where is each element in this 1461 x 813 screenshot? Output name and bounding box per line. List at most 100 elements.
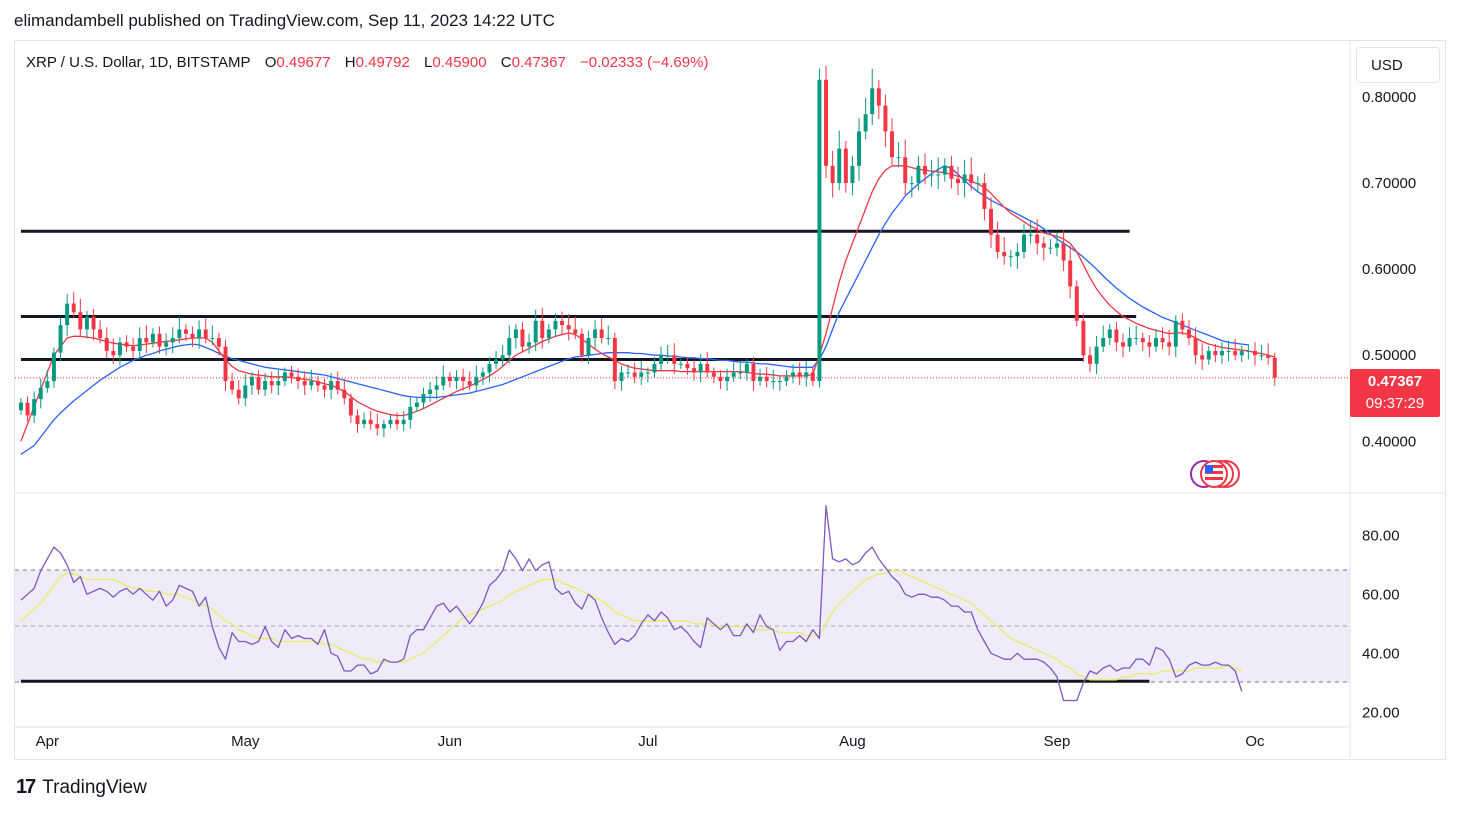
candle-body (692, 368, 697, 373)
candle (1061, 230, 1066, 272)
candle (1022, 223, 1026, 259)
high-label: H (344, 54, 356, 71)
candle-body (883, 105, 888, 132)
candle-body (962, 174, 967, 184)
candle (975, 175, 980, 193)
brand[interactable]: 17 TradingView (16, 776, 147, 799)
candle (929, 159, 934, 187)
candle-body (441, 376, 446, 386)
candle (348, 393, 353, 423)
candle (824, 65, 829, 179)
ema-slow-path (20, 165, 1249, 455)
candle (1206, 345, 1211, 365)
candle (863, 98, 868, 140)
candle (322, 378, 327, 398)
candle (533, 309, 538, 352)
rsi-ma-path (20, 570, 1243, 681)
candle-body (1121, 342, 1125, 347)
candle-body (1107, 329, 1112, 339)
candle-body (1206, 350, 1211, 360)
candle-body (824, 79, 829, 166)
candle-body (428, 389, 433, 394)
candle-body (315, 381, 320, 386)
candle-body (949, 165, 954, 179)
candle (401, 411, 406, 432)
candle (738, 360, 743, 380)
candle-body (665, 355, 670, 357)
candle (487, 357, 492, 383)
price-tick-label: 0.60000 (1362, 261, 1416, 278)
candle-body (454, 376, 459, 382)
candle-body (1213, 350, 1218, 356)
candle (1140, 332, 1145, 352)
candle-body (348, 398, 353, 416)
candle (599, 318, 604, 344)
candle-body (302, 381, 307, 386)
candle (784, 370, 789, 386)
candle (711, 367, 716, 384)
candle-body (447, 376, 452, 382)
candle (164, 333, 169, 356)
rsi-path (20, 505, 1243, 702)
candle (923, 153, 927, 185)
candle-body (58, 325, 63, 353)
candle (982, 173, 987, 221)
candle (170, 327, 175, 353)
candle (540, 307, 545, 349)
candle-body (355, 415, 360, 425)
candle (84, 310, 89, 339)
candle-body (474, 376, 479, 386)
candle-body (1127, 338, 1132, 347)
candle (210, 325, 215, 346)
candle-body (738, 372, 743, 374)
candle (309, 369, 314, 391)
candle-body (777, 381, 782, 383)
candle-body (1114, 329, 1119, 343)
candle (632, 362, 637, 384)
candle-body (401, 419, 406, 425)
candle-body (1187, 329, 1191, 339)
candle-body (1226, 350, 1231, 352)
candle-body (1022, 234, 1026, 252)
low-label: L (424, 54, 433, 71)
candle (1200, 343, 1205, 370)
candle (25, 396, 30, 422)
candle (434, 375, 439, 400)
candle-body (1173, 320, 1178, 347)
candle (395, 412, 400, 430)
time-tick-label: May (231, 733, 260, 750)
candle-body (507, 338, 512, 356)
candle-body (771, 381, 776, 383)
candle (1173, 315, 1178, 358)
candle (1048, 239, 1053, 255)
candle-body (1193, 338, 1198, 356)
candle-body (619, 372, 624, 382)
candle (876, 79, 881, 120)
candle (1252, 342, 1257, 366)
candle-body (744, 363, 749, 373)
candle (461, 368, 466, 391)
currency-button[interactable]: USD (1356, 47, 1440, 83)
candle-body (216, 338, 221, 347)
candle-body (579, 333, 584, 356)
candle-body (850, 165, 855, 184)
candle (1055, 232, 1059, 257)
candle (45, 369, 50, 393)
candle-body (909, 183, 914, 185)
candle (553, 313, 558, 337)
candle (474, 365, 479, 392)
ohlc-legend: XRP / U.S. Dollar, 1D, BITSTAMP O0.49677… (26, 54, 708, 71)
candle-body (78, 312, 83, 330)
candle-body (784, 376, 789, 382)
candle-body (698, 363, 703, 373)
candle-body (573, 329, 578, 334)
symbol-title[interactable]: XRP / U.S. Dollar, 1D, BITSTAMP (26, 54, 251, 71)
candle-body (276, 381, 281, 386)
candle-body (269, 381, 274, 386)
candle-body (1055, 243, 1059, 248)
candle-body (942, 165, 947, 175)
time-tick-label: Oc (1245, 733, 1265, 750)
candle-body (467, 381, 472, 386)
us-events-icon[interactable] (1188, 458, 1250, 490)
